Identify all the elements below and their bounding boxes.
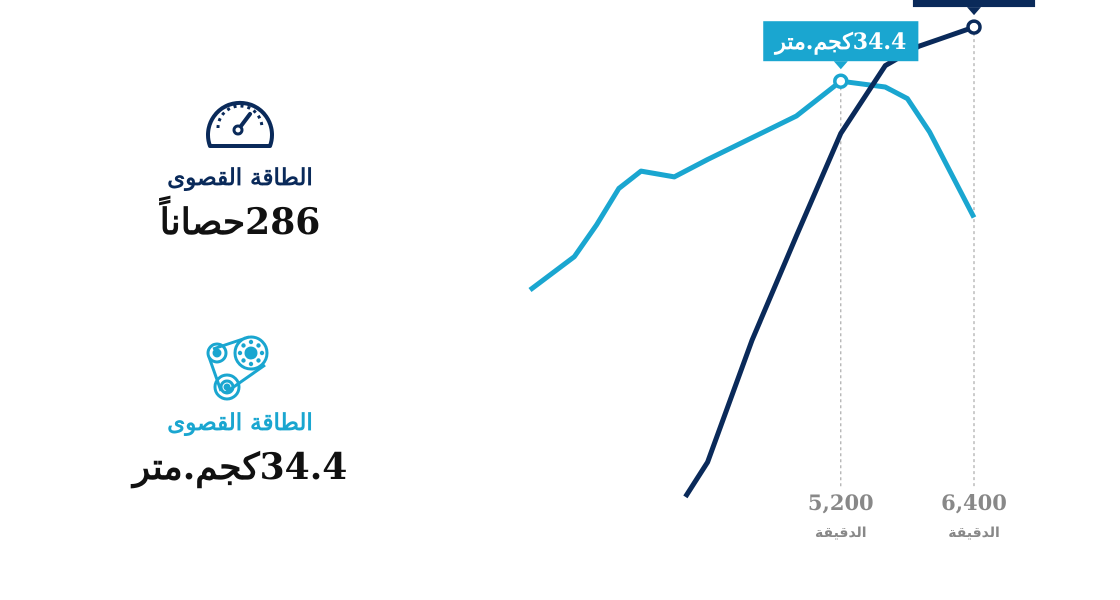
x-tick-label-torque: 5,200: [808, 490, 874, 515]
max-torque-value: 34.4كجم.متر: [132, 446, 348, 488]
callout-box-torque: [763, 21, 919, 62]
callout-pointer-power: [967, 7, 981, 16]
data-point-torque: [833, 73, 849, 89]
stat-max-power: الطاقة القصوى 286حصاناً: [120, 90, 360, 243]
series-line-power: [683, 24, 975, 499]
callout-pointer-torque: [833, 61, 848, 70]
x-tick-unit-power: الدقيقة: [948, 525, 1000, 541]
data-point-power: [966, 19, 982, 35]
max-power-value: 286حصاناً: [159, 201, 321, 243]
gear-pulley-icon: [206, 335, 269, 401]
x-tick-unit-torque: الدقيقة: [815, 525, 867, 541]
max-torque-label: الطاقة القصوى: [167, 409, 313, 436]
max-power-label: الطاقة القصوى: [167, 164, 313, 191]
callout-box-power: [912, 0, 1036, 8]
callout-label-torque: 34.4كجم.متر: [773, 29, 906, 55]
series-line-torque: [528, 78, 977, 292]
x-tick-label-power: 6,400: [941, 490, 1007, 515]
callout-label-power: 286حصاناً: [923, 0, 1023, 1]
stat-max-torque: الطاقة القصوى 34.4كجم.متر: [120, 335, 360, 488]
speedometer-icon: [206, 100, 274, 148]
